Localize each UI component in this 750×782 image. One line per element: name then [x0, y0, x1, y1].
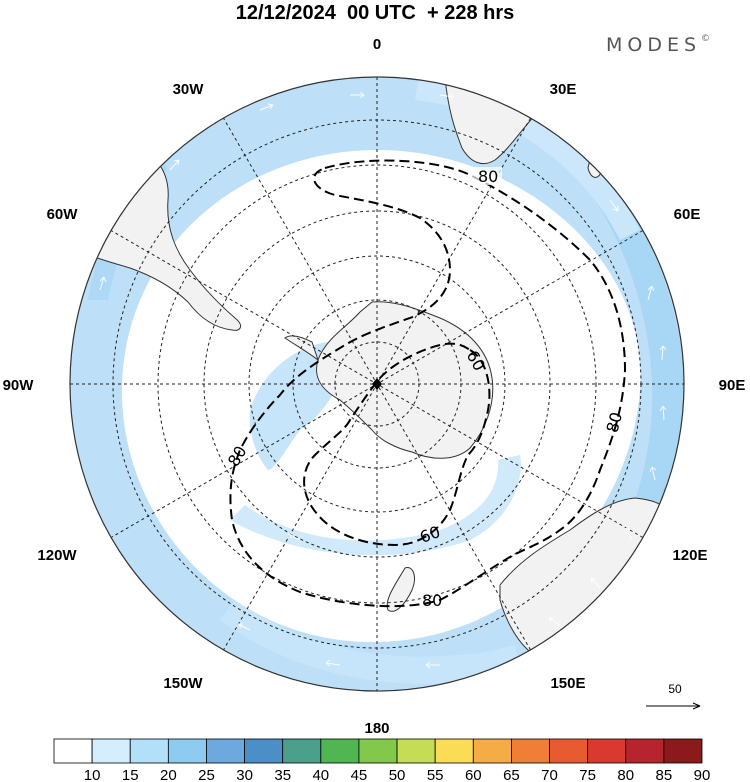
wind-arrow [548, 617, 561, 626]
colorbar-tick-label: 25 [198, 767, 215, 782]
colorbar-swatch [320, 738, 360, 764]
wind-arrow [649, 466, 657, 481]
wind-arrow [325, 659, 341, 667]
lat-circle-40 [157, 164, 597, 604]
lon-label-90e: 90E [719, 377, 746, 394]
south-pacific-band [230, 455, 521, 556]
lon-label-120w: 120W [37, 547, 77, 564]
colorbar-tick-label: 55 [427, 767, 444, 782]
pacific-sector-band [220, 600, 520, 684]
colorbar-swatch [129, 738, 169, 764]
lat-circle-60 [248, 255, 506, 513]
wind-arrow [659, 405, 667, 421]
lon-label-90w: 90W [3, 377, 35, 394]
longitude-labels: 0 30E 60E 90E 120E 150E 180 150W 120W 90… [3, 36, 746, 737]
colorbar-tick-label: 35 [274, 767, 291, 782]
new-zealand [386, 566, 415, 612]
wind-arrow [647, 285, 655, 301]
reference-vector: 50 [646, 682, 701, 710]
colorbar-tick-label: 20 [160, 767, 177, 782]
colorbar-swatch [587, 738, 627, 764]
contours [229, 159, 627, 608]
brand-text: MODES [606, 34, 702, 56]
tasmania [533, 661, 549, 679]
contour-label-80-top: 80 [478, 167, 498, 186]
colorbar-swatch [282, 738, 322, 764]
wind-arrow [99, 276, 107, 291]
map-boundary [69, 76, 685, 692]
lon-label-60w: 60W [47, 206, 79, 223]
wind-arrow [237, 623, 251, 631]
colorbar-tick-label: 85 [656, 767, 673, 782]
south-pole-marker [372, 378, 382, 390]
colorbar-tick-label: 45 [351, 767, 368, 782]
reference-vector-label: 50 [668, 682, 682, 696]
colorbar-swatch [396, 738, 436, 764]
lon-label-60e: 60E [674, 206, 701, 223]
indian-ocean-band [415, 77, 640, 240]
colorbar-swatch [244, 738, 284, 764]
colorbar-swatch [511, 738, 550, 764]
reference-vector-arrowhead [692, 702, 701, 710]
lon-label-30w: 30W [173, 81, 205, 98]
wind-arrow [425, 661, 440, 669]
colorbar-tick-label: 80 [617, 767, 634, 782]
contour-label-80-right: 80 [602, 410, 626, 435]
wind-arrow [127, 405, 135, 421]
colorbar-swatch [472, 738, 512, 764]
colorbar-swatch [53, 738, 93, 764]
contour-60 [303, 342, 491, 547]
colorbar-tick-label: 65 [503, 767, 520, 782]
lon-label-120e: 120E [672, 547, 707, 564]
colorbar-tick-label: 15 [122, 767, 139, 782]
wind-arrow [287, 533, 301, 541]
wind-arrow [625, 527, 633, 541]
colorbar-tick-label: 60 [465, 767, 482, 782]
lon-label-150e: 150E [550, 675, 585, 692]
colorbar-swatch [358, 738, 398, 764]
lon-label-30e: 30E [550, 81, 577, 98]
wind-arrow [659, 345, 667, 361]
colorbar-swatch [663, 738, 703, 764]
colorbar-tick-label: 40 [312, 767, 329, 782]
colorbar-swatch [167, 738, 207, 764]
contour-label-80-bottom: 80 [422, 591, 442, 610]
outer-jet-core [588, 170, 684, 610]
wind-arrow [439, 93, 455, 101]
colorbar: 10 15 20 25 30 35 40 45 50 55 60 65 70 75 80 85 90 [53, 738, 711, 782]
lon-label-180: 180 [364, 720, 389, 737]
map-title: 12/12/2024 00 UTC + 228 hrs [235, 2, 515, 24]
contour-label-bg [472, 167, 502, 185]
colorbar-swatch [91, 738, 131, 764]
lon-label-0: 0 [373, 36, 381, 53]
colorbar-tick-label: 30 [236, 767, 253, 782]
colorbar-swatch [206, 738, 245, 764]
colorbar-swatch [625, 738, 665, 764]
colorbar-tick-label: 70 [541, 767, 558, 782]
colorbar-tick-label: 75 [579, 767, 596, 782]
wind-arrow [350, 91, 365, 99]
wind-arrow [559, 129, 572, 139]
colorbar-swatch [434, 738, 474, 764]
colorbar-tick-label: 50 [389, 767, 406, 782]
brand-logo: MODES© [606, 34, 710, 56]
wind-arrow [590, 577, 601, 589]
wind-arrow [259, 103, 274, 111]
colorbar-swatch [549, 738, 589, 764]
colorbar-tick-label: 10 [84, 767, 101, 782]
wind-arrow [169, 159, 180, 171]
contour-80 [229, 159, 627, 608]
colorbar-tick-label: 90 [694, 767, 711, 782]
wind-arrow [609, 199, 619, 212]
copyright-mark: © [701, 34, 711, 44]
lon-label-150w: 150W [163, 675, 203, 692]
